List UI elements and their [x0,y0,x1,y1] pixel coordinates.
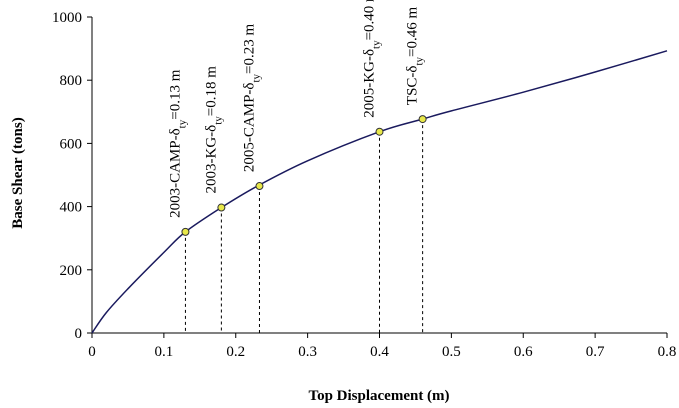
label-subscript: ty [414,56,426,65]
label-subscript: ty [371,40,383,49]
axes: 0 200 400 600 800 1000 0 0.1 0.2 0.3 0.4 0.5 0.6 0.7 0… [52,10,676,360]
x-tick-label: 0.8 [658,344,677,360]
pushover-curve-line [91,50,668,334]
label-subscript: ty [176,119,188,128]
label-prefix: 2005-CAMP-δ [242,83,258,173]
yield-point-marker [181,227,190,236]
yield-point-marker [255,182,264,191]
x-tick-label: 0.1 [155,344,174,360]
x-tick-label: 0.2 [226,344,245,360]
label-prefix: 2005-KG-δ [362,49,378,118]
yield-point-label: 2003-KG-δty=0.18 m [203,66,224,194]
x-tick-label: 0.3 [298,344,317,360]
yield-point-label: TSC-δty=0.46 m [405,6,426,105]
yield-point-marker [418,115,427,124]
label-prefix: 2003-KG-δ [203,125,219,194]
yield-point-label: 2005-KG-δty=0.40 m [362,0,383,118]
label-prefix: 2003-CAMP-δ [167,128,183,218]
y-tick-label: 200 [60,263,83,279]
label-subscript: ty [251,73,263,82]
y-tick-label: 800 [60,73,83,89]
label-suffix: =0.18 m [203,66,219,116]
label-subscript: ty [212,116,224,125]
x-tick-label: 0.7 [586,344,605,360]
yield-point-label: 2005-CAMP-δty=0.23 m [242,23,263,172]
label-prefix: TSC-δ [405,66,421,106]
y-tick-label: 0 [75,326,83,342]
y-tick-label: 1000 [52,10,82,26]
y-tick-label: 400 [60,200,83,216]
yield-point-marker [375,127,384,136]
x-tick-label: 0 [88,344,96,360]
x-tick-label: 0.5 [442,344,461,360]
y-tick-label: 600 [60,136,83,152]
label-suffix: =0.40 m [362,0,378,40]
label-suffix: =0.13 m [167,69,183,119]
x-tick-label: 0.6 [514,344,533,360]
yield-point-marker [217,203,226,212]
curve-layer [91,50,668,334]
label-suffix: =0.23 m [242,23,258,73]
x-tick-label: 0.4 [370,344,389,360]
label-suffix: =0.46 m [405,6,421,56]
yield-point-label: 2003-CAMP-δty=0.13 m [167,69,188,218]
x-axis-title: Top Displacement (m) [308,388,449,404]
y-axis-title: Base Shear (tons) [10,117,26,228]
